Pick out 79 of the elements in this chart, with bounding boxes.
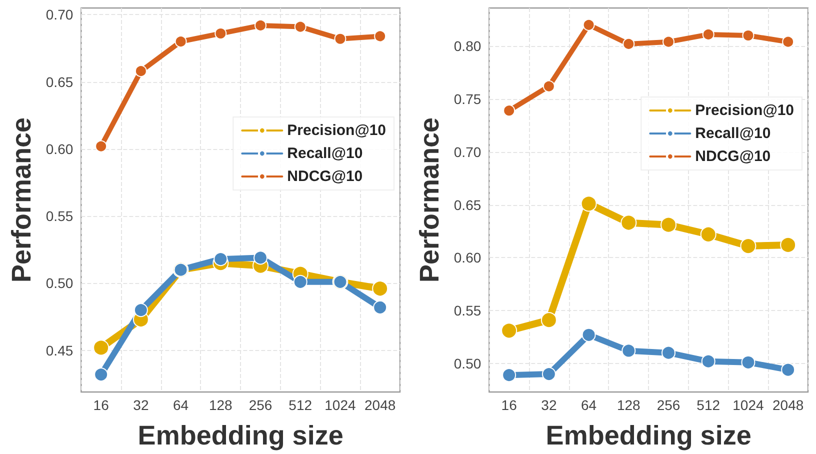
x-tick-label: 64: [173, 397, 189, 413]
y-tick-label: 0.65: [454, 196, 482, 213]
x-tick-label: 1024: [324, 397, 356, 413]
point: [294, 20, 306, 33]
y-tick-label: 0.55: [46, 208, 74, 224]
point: [580, 196, 597, 212]
point: [134, 65, 147, 78]
point: [622, 344, 636, 358]
point: [501, 322, 518, 339]
point: [503, 104, 516, 117]
point: [93, 340, 110, 356]
x-tick-label: 512: [696, 397, 720, 413]
point: [622, 38, 635, 50]
point: [540, 312, 557, 328]
legend-label: Recall@10: [695, 125, 771, 142]
y-tick-label: 0.80: [454, 38, 482, 54]
legend-label: NDCG@10: [287, 168, 363, 185]
point: [582, 328, 596, 342]
y-tick-label: 0.70: [454, 144, 482, 160]
x-tick-label: 128: [208, 397, 233, 413]
x-tick-label: 32: [541, 397, 557, 413]
point: [701, 354, 716, 368]
point: [660, 216, 676, 233]
point: [781, 362, 796, 377]
point: [662, 346, 676, 360]
point: [293, 274, 308, 289]
x-tick-label: 256: [248, 397, 272, 413]
point: [700, 226, 716, 242]
x-tick-label: 64: [581, 397, 597, 413]
x-tick-label: 16: [93, 397, 110, 413]
y-tick-label: 0.70: [46, 6, 74, 23]
point: [254, 19, 266, 32]
legend-label: NDCG@10: [695, 148, 771, 165]
y-tick-label: 0.60: [46, 140, 74, 157]
point: [782, 36, 794, 48]
y-axis-title: Performance: [414, 117, 444, 283]
point: [373, 300, 388, 314]
point: [94, 368, 108, 382]
point: [334, 32, 346, 45]
x-tick-label: 32: [133, 397, 149, 413]
point: [214, 252, 228, 266]
y-tick-label: 0.50: [454, 355, 482, 372]
point: [780, 236, 796, 253]
y-axis-title: Performance: [6, 117, 36, 283]
point: [134, 303, 148, 318]
y-tick-label: 0.75: [454, 90, 482, 107]
point: [740, 238, 756, 254]
x-tick-label: 2048: [364, 397, 396, 413]
point: [95, 140, 108, 152]
x-axis-title: Embedding size: [138, 420, 344, 450]
x-tick-label: 256: [656, 397, 680, 413]
point: [214, 28, 227, 40]
x-axis-title: Embedding size: [546, 420, 752, 450]
point: [502, 368, 516, 382]
point: [620, 214, 637, 231]
point: [582, 18, 595, 31]
point: [662, 36, 674, 48]
x-tick-label: 1024: [732, 397, 764, 413]
point: [702, 28, 714, 40]
point: [741, 355, 756, 370]
point: [254, 250, 268, 265]
x-tick-label: 2048: [772, 397, 804, 413]
y-tick-label: 0.50: [46, 275, 74, 292]
point: [174, 36, 187, 48]
point: [374, 30, 386, 42]
y-tick-label: 0.45: [46, 342, 74, 358]
legend-label: Precision@10: [287, 122, 386, 139]
x-tick-label: 512: [288, 397, 312, 413]
y-tick-label: 0.55: [454, 302, 482, 319]
legend-label: Recall@10: [287, 145, 363, 162]
point: [372, 280, 388, 297]
legend-label: Precision@10: [695, 102, 794, 119]
y-tick-label: 0.65: [46, 74, 74, 90]
x-tick-label: 128: [616, 397, 641, 413]
x-tick-label: 16: [501, 397, 518, 413]
point: [542, 367, 556, 382]
point: [542, 80, 555, 92]
point: [742, 30, 754, 42]
y-tick-label: 0.60: [454, 250, 482, 266]
